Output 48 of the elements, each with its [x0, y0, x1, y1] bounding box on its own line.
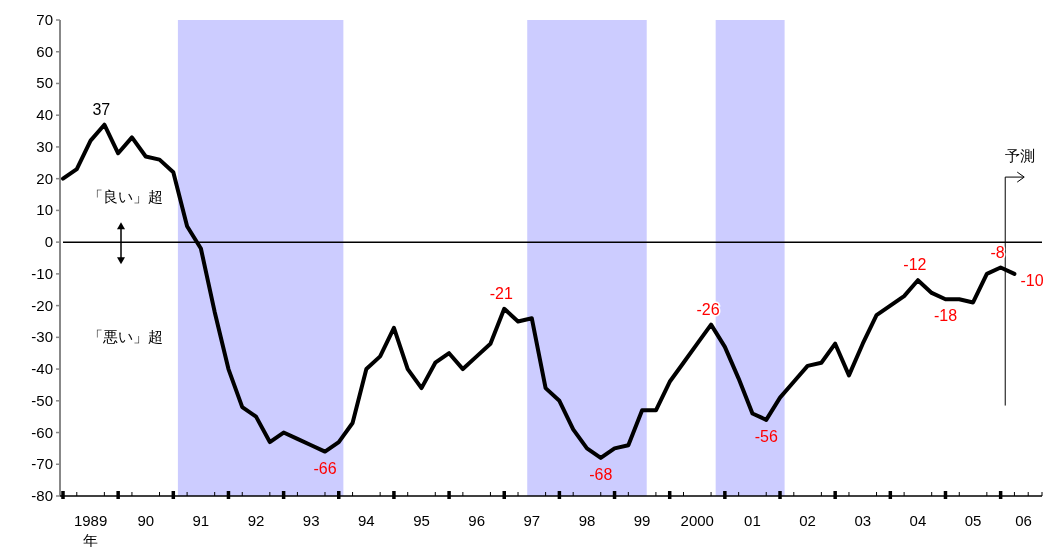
x-axis-title: 年: [83, 532, 99, 547]
y-tick-label: 60: [36, 42, 53, 60]
y-tick-label: 0: [44, 233, 53, 251]
y-tick-label: -20: [31, 296, 53, 314]
y-tick-label: -60: [31, 423, 53, 441]
x-tick-label: 95: [413, 512, 430, 529]
y-tick-label: 70: [36, 11, 53, 28]
annotation: 「悪い」超: [87, 327, 163, 345]
y-tick-label: 10: [36, 201, 53, 219]
data-label: -56: [754, 427, 778, 445]
data-label: -12: [903, 256, 927, 274]
data-label: -8: [990, 243, 1005, 261]
x-tick-label: 99: [633, 512, 651, 529]
x-tick-label: 04: [909, 512, 927, 529]
y-tick-label: -40: [31, 360, 53, 378]
x-tick-label: 92: [247, 512, 265, 529]
x-tick-label: 1989: [73, 512, 108, 529]
x-tick-label: 03: [854, 512, 872, 529]
x-tick-label: 98: [578, 512, 596, 529]
x-tick-label: 96: [468, 512, 486, 529]
x-tick-label: 05: [964, 512, 982, 529]
y-tick-label: 40: [36, 106, 53, 124]
y-tick-label: 20: [36, 169, 53, 187]
data-label: -21: [489, 284, 513, 302]
y-tick-label: -10: [31, 264, 53, 282]
data-label: -26: [696, 300, 720, 318]
x-tick-label: 02: [799, 512, 816, 529]
data-label: -68: [589, 465, 613, 483]
data-label: -18: [933, 307, 958, 325]
x-tick-label: 93: [302, 512, 320, 529]
y-tick-label: -30: [31, 328, 53, 346]
y-tick-label: -50: [31, 391, 53, 409]
x-tick-label: 97: [523, 512, 541, 529]
x-tick-label: 2000: [680, 512, 714, 529]
ref-line-label: 予測: [1005, 147, 1036, 165]
data-label: -10: [1020, 271, 1044, 289]
x-tick-label: 01: [744, 512, 761, 529]
data-label: 37: [92, 100, 111, 118]
x-tick-label: 90: [137, 512, 155, 529]
y-tick-label: -80: [31, 487, 53, 504]
data-label: -66: [313, 459, 337, 477]
x-tick-label: 91: [192, 512, 210, 529]
y-tick-label: 30: [36, 137, 53, 155]
x-tick-label: 06: [1015, 512, 1032, 529]
x-tick-label: 94: [358, 512, 375, 529]
y-tick-label: -70: [31, 455, 53, 473]
annotation: 「良い」超: [87, 188, 163, 206]
y-tick-label: 50: [36, 74, 53, 92]
